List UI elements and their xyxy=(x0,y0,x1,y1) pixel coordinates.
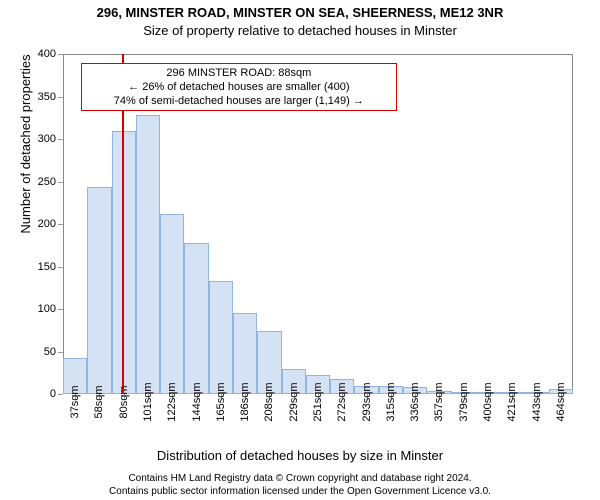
xtick-label: 251sqm xyxy=(312,382,324,421)
xtick-label: 464sqm xyxy=(555,382,567,421)
ytick-label: 150 xyxy=(38,261,63,273)
xtick-label: 357sqm xyxy=(433,382,445,421)
histogram-bar xyxy=(184,243,208,394)
ytick-label: 250 xyxy=(38,176,63,188)
xtick-label: 208sqm xyxy=(263,382,275,421)
histogram-bar xyxy=(160,214,184,394)
xtick-label: 315sqm xyxy=(385,382,397,421)
axis-right xyxy=(572,54,573,394)
axis-top xyxy=(63,54,573,55)
xtick-label: 165sqm xyxy=(215,382,227,421)
annotation-line: 74% of semi-detached houses are larger (… xyxy=(86,94,392,108)
x-axis-label: Distribution of detached houses by size … xyxy=(0,448,600,463)
footer-line-1: Contains HM Land Registry data © Crown c… xyxy=(0,473,600,484)
footer-line-2: Contains public sector information licen… xyxy=(0,486,600,497)
xtick-label: 272sqm xyxy=(336,382,348,421)
ytick-label: 350 xyxy=(38,91,63,103)
xtick-label: 101sqm xyxy=(142,382,154,421)
xtick-label: 400sqm xyxy=(482,382,494,421)
xtick-label: 293sqm xyxy=(361,382,373,421)
annotation-line: ← 26% of detached houses are smaller (40… xyxy=(86,80,392,94)
xtick-label: 122sqm xyxy=(166,382,178,421)
ytick-label: 0 xyxy=(50,388,63,400)
page-subtitle: Size of property relative to detached ho… xyxy=(0,23,600,38)
ytick-label: 100 xyxy=(38,303,63,315)
ytick-label: 200 xyxy=(38,218,63,230)
annotation-box: 296 MINSTER ROAD: 88sqm← 26% of detached… xyxy=(81,63,397,112)
xtick-label: 379sqm xyxy=(458,382,470,421)
histogram-bar xyxy=(136,115,160,394)
xtick-label: 37sqm xyxy=(69,385,81,418)
ytick-label: 400 xyxy=(38,48,63,60)
xtick-label: 421sqm xyxy=(506,382,518,421)
xtick-label: 144sqm xyxy=(191,382,203,421)
xtick-label: 58sqm xyxy=(93,385,105,418)
histogram-bar xyxy=(87,187,111,394)
xtick-label: 336sqm xyxy=(409,382,421,421)
annotation-line: 296 MINSTER ROAD: 88sqm xyxy=(86,66,392,80)
xtick-label: 186sqm xyxy=(239,382,251,421)
page-title: 296, MINSTER ROAD, MINSTER ON SEA, SHEER… xyxy=(0,5,600,20)
xtick-label: 229sqm xyxy=(288,382,300,421)
histogram-bar xyxy=(209,281,233,394)
y-axis-label: Number of detached properties xyxy=(18,0,33,314)
xtick-label: 443sqm xyxy=(531,382,543,421)
ytick-label: 300 xyxy=(38,133,63,145)
histogram-plot: 05010015020025030035040037sqm58sqm80sqm1… xyxy=(63,54,573,394)
ytick-label: 50 xyxy=(44,346,63,358)
axis-left xyxy=(63,54,64,394)
